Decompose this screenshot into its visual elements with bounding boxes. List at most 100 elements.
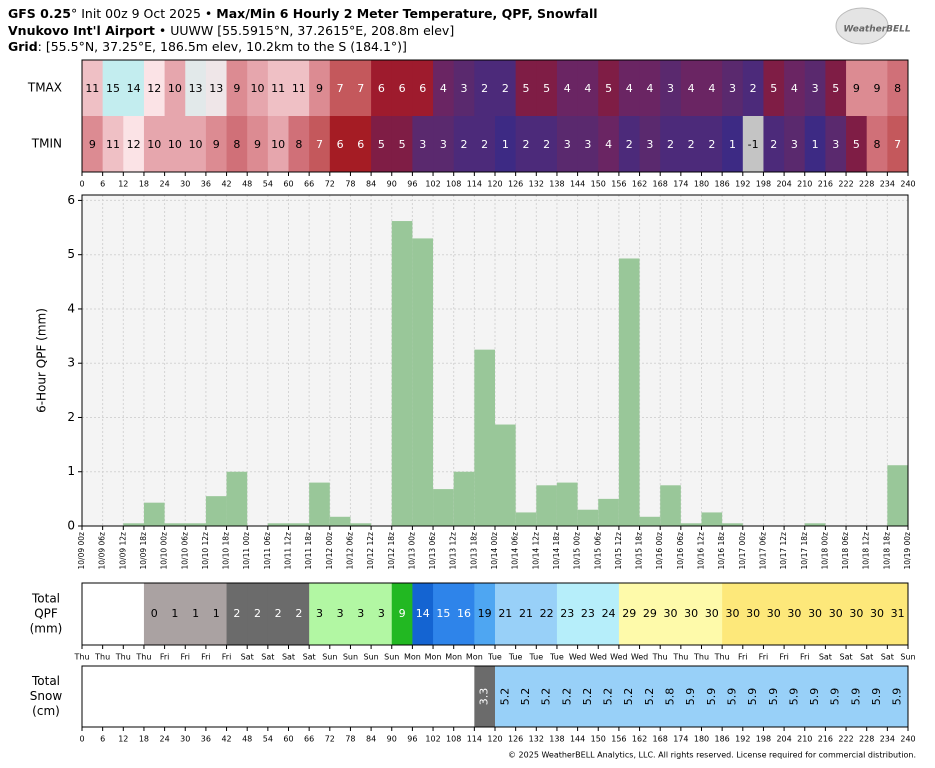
cell-label: 4 xyxy=(646,82,653,95)
heat-cell xyxy=(618,60,641,116)
heat-cell xyxy=(784,60,806,116)
x-tick-label: 10/12 18z xyxy=(387,532,396,570)
strip-cell xyxy=(226,583,248,645)
cell-label: 8 xyxy=(894,82,901,95)
x-tick-label: 36 xyxy=(201,735,211,744)
x-tick-label: 10/10 12z xyxy=(201,532,210,570)
x-tick-label: 84 xyxy=(366,735,376,744)
x-tick-label: 144 xyxy=(570,735,585,744)
cell-label: 5 xyxy=(832,82,839,95)
init: ° Init 00z 9 Oct 2025 • xyxy=(71,6,216,21)
cell-label: 1 xyxy=(502,138,509,151)
bar xyxy=(205,496,227,526)
heat-cell xyxy=(495,60,517,116)
x-tick-label: 48 xyxy=(242,735,252,744)
x-tick-label: 90 xyxy=(387,180,397,189)
strip-cell xyxy=(639,666,661,727)
title: Max/Min 6 Hourly 2 Meter Temperature, QP… xyxy=(216,6,597,21)
cell-label: 3 xyxy=(461,82,468,95)
strip-cell xyxy=(680,583,702,645)
x-tick-label: Fri xyxy=(180,653,190,662)
cell-label: 14 xyxy=(127,82,141,95)
strip-cell xyxy=(866,666,888,727)
cell-label: 2 xyxy=(233,607,240,620)
strip-cell xyxy=(784,666,806,727)
y-tick-label: 1 xyxy=(67,464,75,478)
cell-label: 7 xyxy=(894,138,901,151)
grid-label: Grid xyxy=(8,39,38,54)
strip-cell xyxy=(247,583,269,645)
heat-cell xyxy=(515,60,537,116)
bar xyxy=(309,482,330,526)
strip-cell xyxy=(866,583,888,645)
cell-label: 2 xyxy=(275,607,282,620)
strip-cell xyxy=(742,666,764,727)
x-tick-label: 10/10 06z xyxy=(180,532,189,570)
cell-label: 5.9 xyxy=(746,688,759,706)
heat-cell xyxy=(804,116,826,172)
heat-cell xyxy=(226,60,248,116)
heat-cell xyxy=(866,60,888,116)
cell-label: 7 xyxy=(337,82,344,95)
x-tick-label: 72 xyxy=(325,180,335,189)
cell-label: 5.9 xyxy=(725,688,738,706)
x-tick-label: 240 xyxy=(900,180,915,189)
x-tick-label: Wed xyxy=(631,653,648,662)
cell-label: 9 xyxy=(213,138,220,151)
heat-cell xyxy=(391,60,413,116)
x-tick-label: Thu xyxy=(652,653,668,662)
x-tick-label: Sun xyxy=(363,653,378,662)
x-tick-label: 168 xyxy=(653,735,668,744)
heat-cell xyxy=(556,60,579,116)
x-tick-label: 78 xyxy=(345,180,355,189)
heat-cell xyxy=(536,116,558,172)
heat-cell xyxy=(350,60,372,116)
x-tick-label: 138 xyxy=(549,735,564,744)
cell-label: 3 xyxy=(337,607,344,620)
heat-cell xyxy=(288,116,310,172)
heat-cell xyxy=(350,116,372,172)
x-tick-label: 144 xyxy=(570,180,585,189)
heat-cell xyxy=(701,116,723,172)
y-tick-label: 4 xyxy=(67,301,75,315)
cell-label: 3 xyxy=(564,138,571,151)
cell-label: 21 xyxy=(519,607,533,620)
x-tick-label: Tue xyxy=(549,653,564,662)
cell-label: 3 xyxy=(832,138,839,151)
cell-label: 3 xyxy=(812,82,819,95)
x-tick-label: Fri xyxy=(800,653,810,662)
heat-cell xyxy=(577,116,599,172)
row-label: (mm) xyxy=(30,622,63,636)
cell-label: 5.2 xyxy=(498,688,511,706)
header-line-3: Grid: [55.5°N, 37.25°E, 186.5m elev, 10.… xyxy=(8,39,407,54)
bar xyxy=(391,221,413,526)
x-tick-label: 10/18 12z xyxy=(862,532,871,570)
strip-cell xyxy=(433,583,455,645)
x-tick-label: 120 xyxy=(487,735,502,744)
cell-label: 5.2 xyxy=(602,688,615,706)
heat-cell xyxy=(412,60,434,116)
cell-label: 4 xyxy=(440,82,447,95)
strip-cell xyxy=(453,583,475,645)
heat-cell xyxy=(639,116,661,172)
x-tick-label: 234 xyxy=(880,180,895,189)
x-tick-label: Sat xyxy=(839,653,852,662)
cell-label: 2 xyxy=(461,138,468,151)
heat-cell xyxy=(247,116,269,172)
x-tick-label: Fri xyxy=(759,653,769,662)
cell-label: 1 xyxy=(171,607,178,620)
heat-cell xyxy=(82,116,104,172)
strip-cell xyxy=(556,666,579,727)
heat-cell xyxy=(722,60,744,116)
x-tick-label: Fri xyxy=(222,653,232,662)
heat-cell xyxy=(185,60,207,116)
x-tick-label: 60 xyxy=(283,180,293,189)
cell-label: 2 xyxy=(626,138,633,151)
cell-label: 10 xyxy=(147,138,161,151)
heat-cell xyxy=(887,116,909,172)
strip-cell xyxy=(887,583,909,645)
x-tick-label: Sun xyxy=(343,653,358,662)
cell-label: 30 xyxy=(746,607,760,620)
bar xyxy=(536,485,557,526)
cell-label: 5.2 xyxy=(560,688,573,706)
